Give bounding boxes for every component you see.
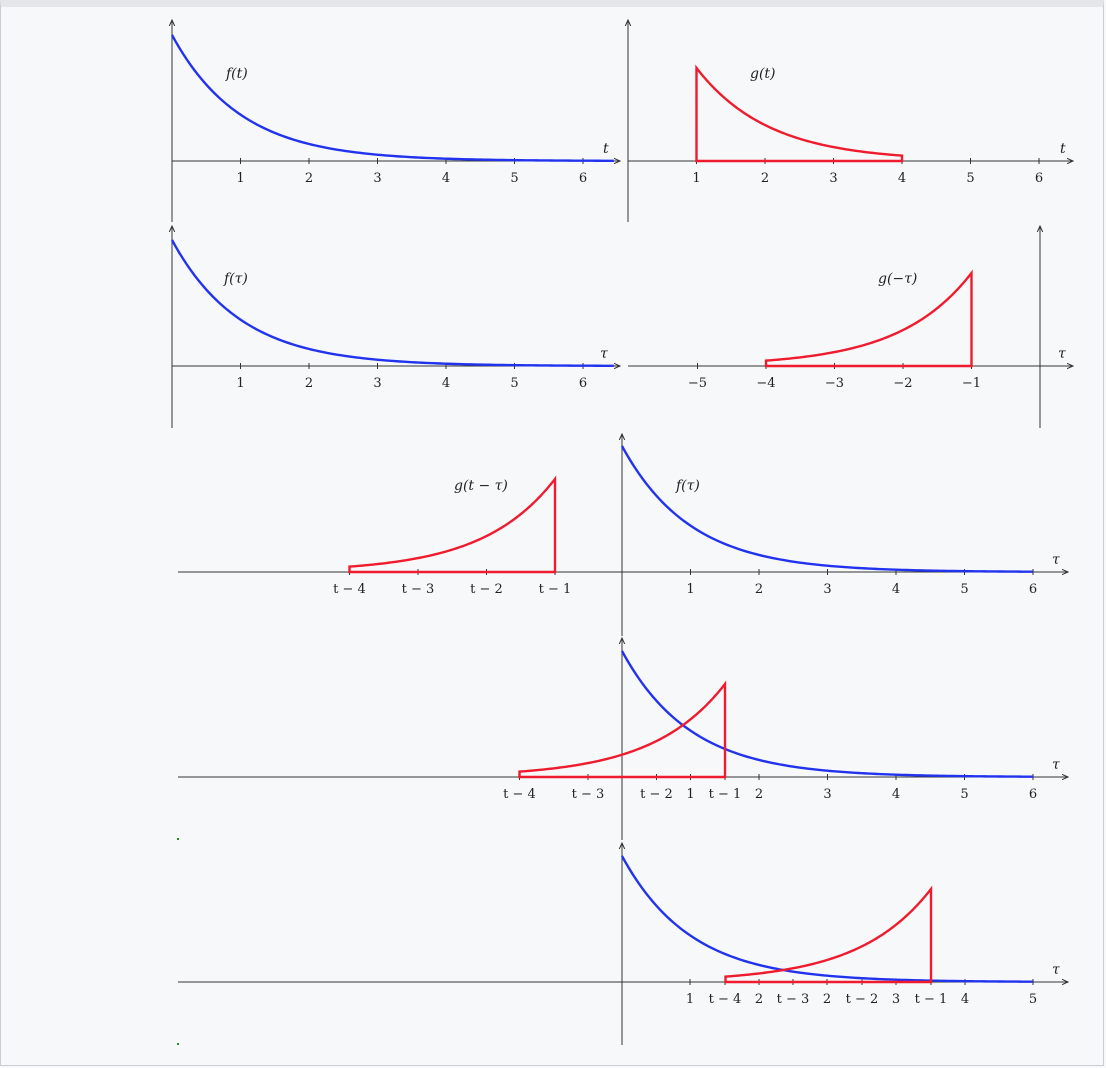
tick-label: −5: [688, 376, 707, 391]
tick-label: 3: [373, 171, 381, 186]
f-label: f(t): [225, 66, 248, 82]
tick-label: 2: [755, 992, 763, 1007]
tick-label: 3: [829, 171, 837, 186]
tick-label: 2: [755, 787, 763, 802]
tick-label: 1: [686, 582, 694, 597]
axis-variable-label: t: [603, 141, 609, 157]
tick-label: 4: [892, 582, 900, 597]
tick-label: t − 2: [846, 992, 879, 1007]
g-reflected-label: g(−τ): [878, 271, 917, 287]
tick-label: 1: [236, 376, 244, 391]
panel-g-of-neg-tau: −5 −4 −3 −2 −1 g(−τ) τ: [628, 226, 1073, 428]
tick-label: t − 3: [572, 787, 605, 802]
x-ticks: 1 2 3 4 5 6 t − 4 t − 3 t − 2 t − 1: [333, 569, 1037, 597]
shift-tick-label: t − 3: [402, 582, 435, 597]
x-ticks: 1 2 3 4 5 6: [236, 158, 587, 186]
tick-label: 1: [686, 992, 694, 1007]
tick-label: 5: [510, 376, 518, 391]
panel-shift-3: 1 t − 4 2 t − 3 2 t − 2 3 t − 1 4 5 τ: [178, 843, 1068, 1045]
axis-variable-label: τ: [600, 346, 608, 362]
g-label: g(t): [750, 66, 776, 82]
tick-label: 2: [823, 992, 831, 1007]
axis-variable-label: t: [1060, 141, 1066, 157]
tick-label: −3: [825, 376, 844, 391]
tick-label: t − 4: [503, 787, 536, 802]
tick-label: 5: [510, 171, 518, 186]
tick-label: 2: [305, 171, 313, 186]
f-label: f(τ): [223, 271, 248, 287]
tick-label: 4: [961, 992, 969, 1007]
x-ticks: −5 −4 −3 −2 −1: [688, 363, 981, 391]
shift-tick-label: t − 1: [539, 582, 572, 597]
tick-label: 1: [692, 171, 700, 186]
tick-label: 1: [686, 787, 694, 802]
tick-label: t − 2: [640, 787, 673, 802]
tick-label: 1: [236, 171, 244, 186]
tick-label: t − 1: [915, 992, 948, 1007]
tick-label: 2: [755, 582, 763, 597]
f-curve: [620, 855, 1034, 983]
f-curve: [170, 34, 614, 162]
tick-label: t − 3: [777, 992, 810, 1007]
panel-f-of-tau: 1 2 3 4 5 6 f(τ) τ: [172, 226, 620, 428]
tick-label: 5: [1029, 992, 1037, 1007]
tick-label: 4: [442, 171, 450, 186]
g-shifted-curve: [724, 885, 933, 984]
f-curve: [620, 650, 1034, 778]
f-curve: [170, 239, 614, 367]
f-label: f(τ): [675, 478, 700, 494]
tick-label: 6: [1035, 171, 1043, 186]
panel-shift-1: 1 2 3 4 5 6 t − 4 t − 3 t − 2 t − 1 g(t − τ) f(τ)…: [178, 434, 1068, 636]
tick-label: 6: [579, 376, 587, 391]
x-ticks: 1 t − 4 2 t − 3 2 t − 2 3 t − 1 4 5: [686, 979, 1037, 1007]
tick-label: 2: [761, 171, 769, 186]
shift-tick-label: t − 2: [470, 582, 503, 597]
tick-label: t − 1: [709, 787, 742, 802]
panel-shift-2: t − 4 t − 3 t − 2 1 t − 1 2 3 4 5 6 τ: [178, 638, 1068, 840]
tick-label: −1: [962, 376, 981, 391]
tick-label: 3: [892, 992, 900, 1007]
tick-label: −4: [756, 376, 775, 391]
x-ticks: t − 4 t − 3 t − 2 1 t − 1 2 3 4 5 6: [503, 774, 1037, 802]
f-curve: [620, 445, 1034, 573]
tick-label: 4: [442, 376, 450, 391]
panel-g-of-t: 1 2 3 4 5 6 g(t) t: [628, 20, 1073, 222]
tick-label: 5: [960, 582, 968, 597]
axis-variable-label: τ: [1052, 962, 1060, 978]
axis-variable-label: τ: [1052, 757, 1060, 773]
shift-tick-label: t − 4: [333, 582, 366, 597]
stray-mark: [177, 1043, 179, 1045]
x-ticks: 1 2 3 4 5 6: [236, 363, 587, 391]
g-shifted-label: g(t − τ): [454, 478, 508, 494]
tick-label: 6: [1029, 582, 1037, 597]
tick-label: 5: [966, 171, 974, 186]
g-shifted-curve: [348, 475, 557, 574]
tick-label: −2: [893, 376, 912, 391]
panel-f-of-t: 1 2 3 4 5 6 f(t) t: [172, 20, 620, 222]
g-curve: [695, 64, 904, 163]
tick-label: 3: [823, 582, 831, 597]
tick-label: 3: [823, 787, 831, 802]
tick-label: 2: [305, 376, 313, 391]
axis-variable-label: τ: [1052, 552, 1060, 568]
tick-label: 6: [579, 171, 587, 186]
tick-label: 4: [892, 787, 900, 802]
tick-label: 3: [373, 376, 381, 391]
stray-mark: [177, 838, 179, 840]
tick-label: t − 4: [709, 992, 742, 1007]
tick-label: 5: [960, 787, 968, 802]
g-shifted-curve: [518, 680, 727, 779]
tick-label: 6: [1029, 787, 1037, 802]
g-reflected-curve: [764, 269, 973, 368]
tick-label: 4: [898, 171, 906, 186]
axis-variable-label: τ: [1058, 346, 1066, 362]
